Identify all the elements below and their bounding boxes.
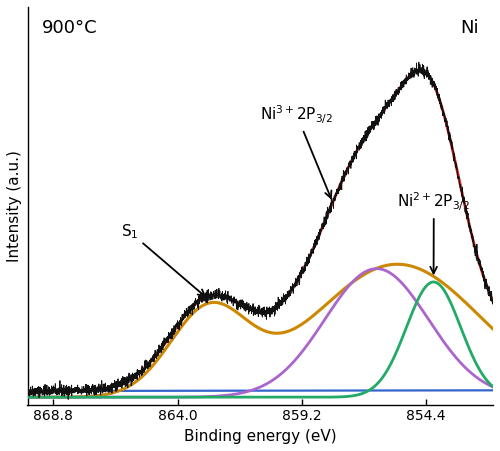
Y-axis label: Intensity (a.u.): Intensity (a.u.) <box>7 150 22 262</box>
Text: Ni$^{3+}$2P$_{3/2}$: Ni$^{3+}$2P$_{3/2}$ <box>260 104 333 198</box>
Text: S$_1$: S$_1$ <box>120 222 205 296</box>
Text: Ni$^{2+}$2P$_{3/2}$: Ni$^{2+}$2P$_{3/2}$ <box>398 191 470 273</box>
Text: Ni: Ni <box>460 19 479 37</box>
Text: 900°C: 900°C <box>42 19 97 37</box>
X-axis label: Binding energy (eV): Binding energy (eV) <box>184 429 336 444</box>
